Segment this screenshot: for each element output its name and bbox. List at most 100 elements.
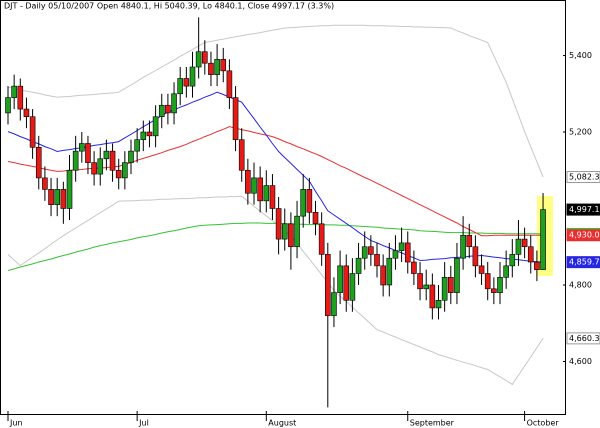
candle-body: [324, 254, 331, 316]
candle-body: [374, 254, 380, 267]
candle-body: [429, 284, 436, 309]
candle-body: [398, 242, 405, 251]
candle-body: [109, 150, 116, 171]
candle-body: [441, 277, 448, 301]
candle-body: [411, 261, 417, 274]
candle-body: [226, 70, 233, 98]
candle-body: [11, 85, 17, 98]
price-flag: [566, 332, 600, 345]
candle-body: [42, 177, 48, 190]
candle-body: [152, 116, 159, 137]
x-tick-label: Jun: [9, 419, 23, 428]
candle-body: [66, 169, 73, 209]
candle-body: [355, 257, 362, 274]
candle-body: [288, 223, 294, 248]
candle-body: [281, 223, 288, 240]
candle-body: [331, 292, 337, 316]
candle-body: [368, 246, 374, 255]
candle-body: [232, 97, 239, 140]
candle-body: [386, 257, 393, 286]
candle-body: [29, 116, 36, 148]
candle-body: [484, 273, 491, 290]
price-flag: [566, 203, 600, 216]
candle-body: [534, 261, 540, 270]
candle-body: [497, 277, 503, 293]
candle-body: [263, 185, 270, 202]
candle-body: [417, 273, 423, 290]
candle-body: [128, 150, 134, 163]
candle-body: [158, 104, 165, 118]
candle-body: [251, 177, 257, 194]
x-tick-label: Jul: [138, 419, 149, 428]
candle-body: [300, 189, 307, 217]
candle-body: [349, 273, 356, 301]
candle-body: [343, 265, 350, 301]
candle-body: [115, 169, 122, 179]
candle-body: [23, 108, 30, 118]
candle-body: [54, 189, 61, 205]
price-flag-label: 4,997.17: [569, 205, 600, 214]
candle-body: [312, 212, 319, 225]
candle-body: [294, 215, 300, 248]
candle-body: [171, 93, 177, 114]
candle-body: [380, 265, 386, 286]
price-flag: [566, 229, 600, 242]
overlay-line: [7, 126, 544, 237]
candle-body: [460, 234, 466, 259]
candle-body: [85, 143, 91, 163]
price-flag-label: 5,082.31: [569, 173, 600, 182]
x-tick-label: September: [410, 419, 455, 428]
overlay-line: [7, 24, 544, 178]
candle-body: [214, 59, 220, 75]
candle-body: [392, 250, 399, 259]
candle-body: [146, 131, 153, 137]
candle-body: [361, 246, 368, 259]
candle-body: [183, 78, 190, 87]
candle-body: [91, 162, 97, 175]
candle-body: [35, 147, 42, 179]
candle-body: [472, 246, 479, 267]
candle-body: [245, 169, 251, 194]
candle-body: [202, 51, 208, 64]
candle-body: [478, 265, 485, 274]
overlay-line: [7, 222, 544, 271]
price-flag: [566, 256, 600, 269]
candle-body: [97, 158, 104, 175]
candle-body: [527, 246, 534, 263]
overlay-line: [7, 91, 544, 263]
candle-body: [60, 189, 67, 209]
candle-body: [515, 238, 522, 255]
candle-body: [140, 131, 147, 140]
candle-body: [454, 257, 460, 293]
candle-body: [165, 104, 171, 114]
price-flag-label: 4,660.39: [569, 334, 600, 343]
price-flag-label: 4,859.71: [569, 258, 600, 267]
x-tick-label: October: [527, 419, 560, 428]
price-flag-label: 4,930.06: [569, 231, 600, 240]
y-tick-label: 4,800: [569, 280, 592, 289]
candle-body: [423, 284, 430, 290]
candle-body: [540, 209, 546, 270]
chart-title: DJT - Daily 05/10/2007 Open 4840.1, Hi 5…: [4, 2, 334, 11]
candle-body: [79, 143, 85, 152]
candle-body: [177, 78, 183, 95]
candle-body: [134, 139, 140, 152]
candle-body: [503, 265, 509, 278]
y-tick-label: 4,600: [569, 357, 592, 366]
candle-body: [275, 208, 282, 240]
candle-body: [17, 85, 24, 110]
candle-body: [509, 254, 516, 267]
candle-body: [257, 177, 263, 202]
y-tick-label: 5,400: [569, 51, 592, 60]
candle-body: [435, 299, 442, 309]
x-tick-label: August: [268, 419, 296, 428]
candle-body: [318, 223, 325, 255]
plot-frame: [0, 0, 566, 415]
candle-body: [220, 59, 227, 72]
candle-body: [466, 234, 473, 248]
candle-body: [5, 97, 11, 114]
candle-body: [238, 139, 245, 171]
candle-body: [521, 238, 528, 248]
candle-body: [306, 189, 313, 213]
